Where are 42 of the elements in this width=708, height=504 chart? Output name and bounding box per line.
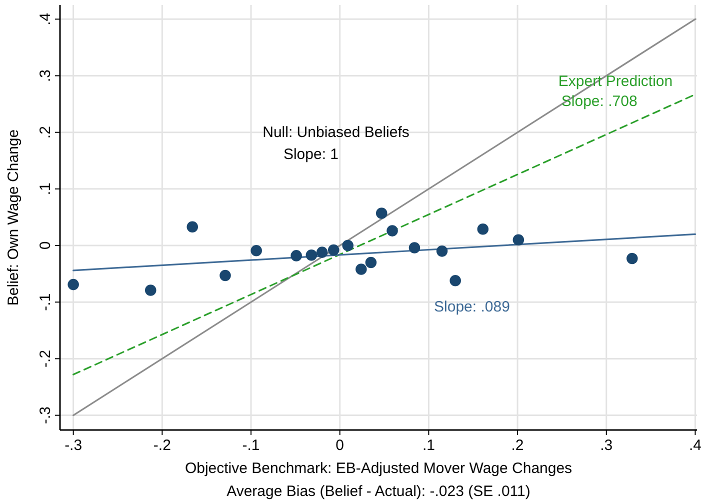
text: Slope: .089: [434, 298, 510, 316]
series-label: Expert Prediction Slope: .708: [558, 73, 673, 110]
y-tick-label: 0: [37, 241, 54, 250]
x-axis-title: Objective Benchmark: EB-Adjusted Mover Wage Changes: [184, 460, 572, 477]
x-tick-label: -.3: [64, 437, 82, 454]
x-tick-label: -.1: [242, 437, 260, 454]
y-tick-label: .2: [37, 126, 54, 139]
point: [386, 225, 398, 236]
point: [306, 250, 318, 261]
x-tick-label: .4: [688, 437, 702, 454]
point: [144, 284, 156, 296]
point: [512, 234, 524, 246]
point: [342, 240, 354, 252]
y-tick-label: -.3: [37, 406, 54, 424]
x-tick-label: 0: [336, 437, 344, 454]
x-tick-label: -.2: [153, 437, 171, 454]
point: [477, 223, 489, 235]
y-tick-label: -.1: [37, 293, 54, 311]
point: [365, 256, 377, 268]
point: [376, 208, 388, 219]
point: [436, 246, 448, 257]
point: [250, 244, 262, 256]
point: [220, 270, 231, 282]
point: [626, 252, 638, 264]
y-axis-title: Belief: Own Wage Change: [5, 129, 22, 306]
y-tick-label: .1: [37, 182, 54, 196]
point: [408, 242, 420, 254]
y-tick-label: -.2: [37, 350, 54, 368]
annotation: Null: Unbiased Beliefs Slope: 1: [262, 124, 410, 163]
y-tick-label: .4: [37, 12, 54, 26]
point: [356, 264, 367, 275]
point: [186, 221, 198, 232]
x-tick-label: .1: [422, 437, 435, 454]
point: [68, 278, 79, 290]
x-tick-label: .2: [511, 437, 524, 454]
point: [328, 244, 340, 256]
point: [316, 246, 328, 258]
point: [290, 250, 302, 262]
x-tick-label: .3: [600, 437, 613, 454]
point: [450, 274, 461, 286]
y-tick-label: .3: [37, 69, 54, 82]
text: Average Bias (Belief - Actual): -.023 (SE .011): [226, 483, 530, 500]
